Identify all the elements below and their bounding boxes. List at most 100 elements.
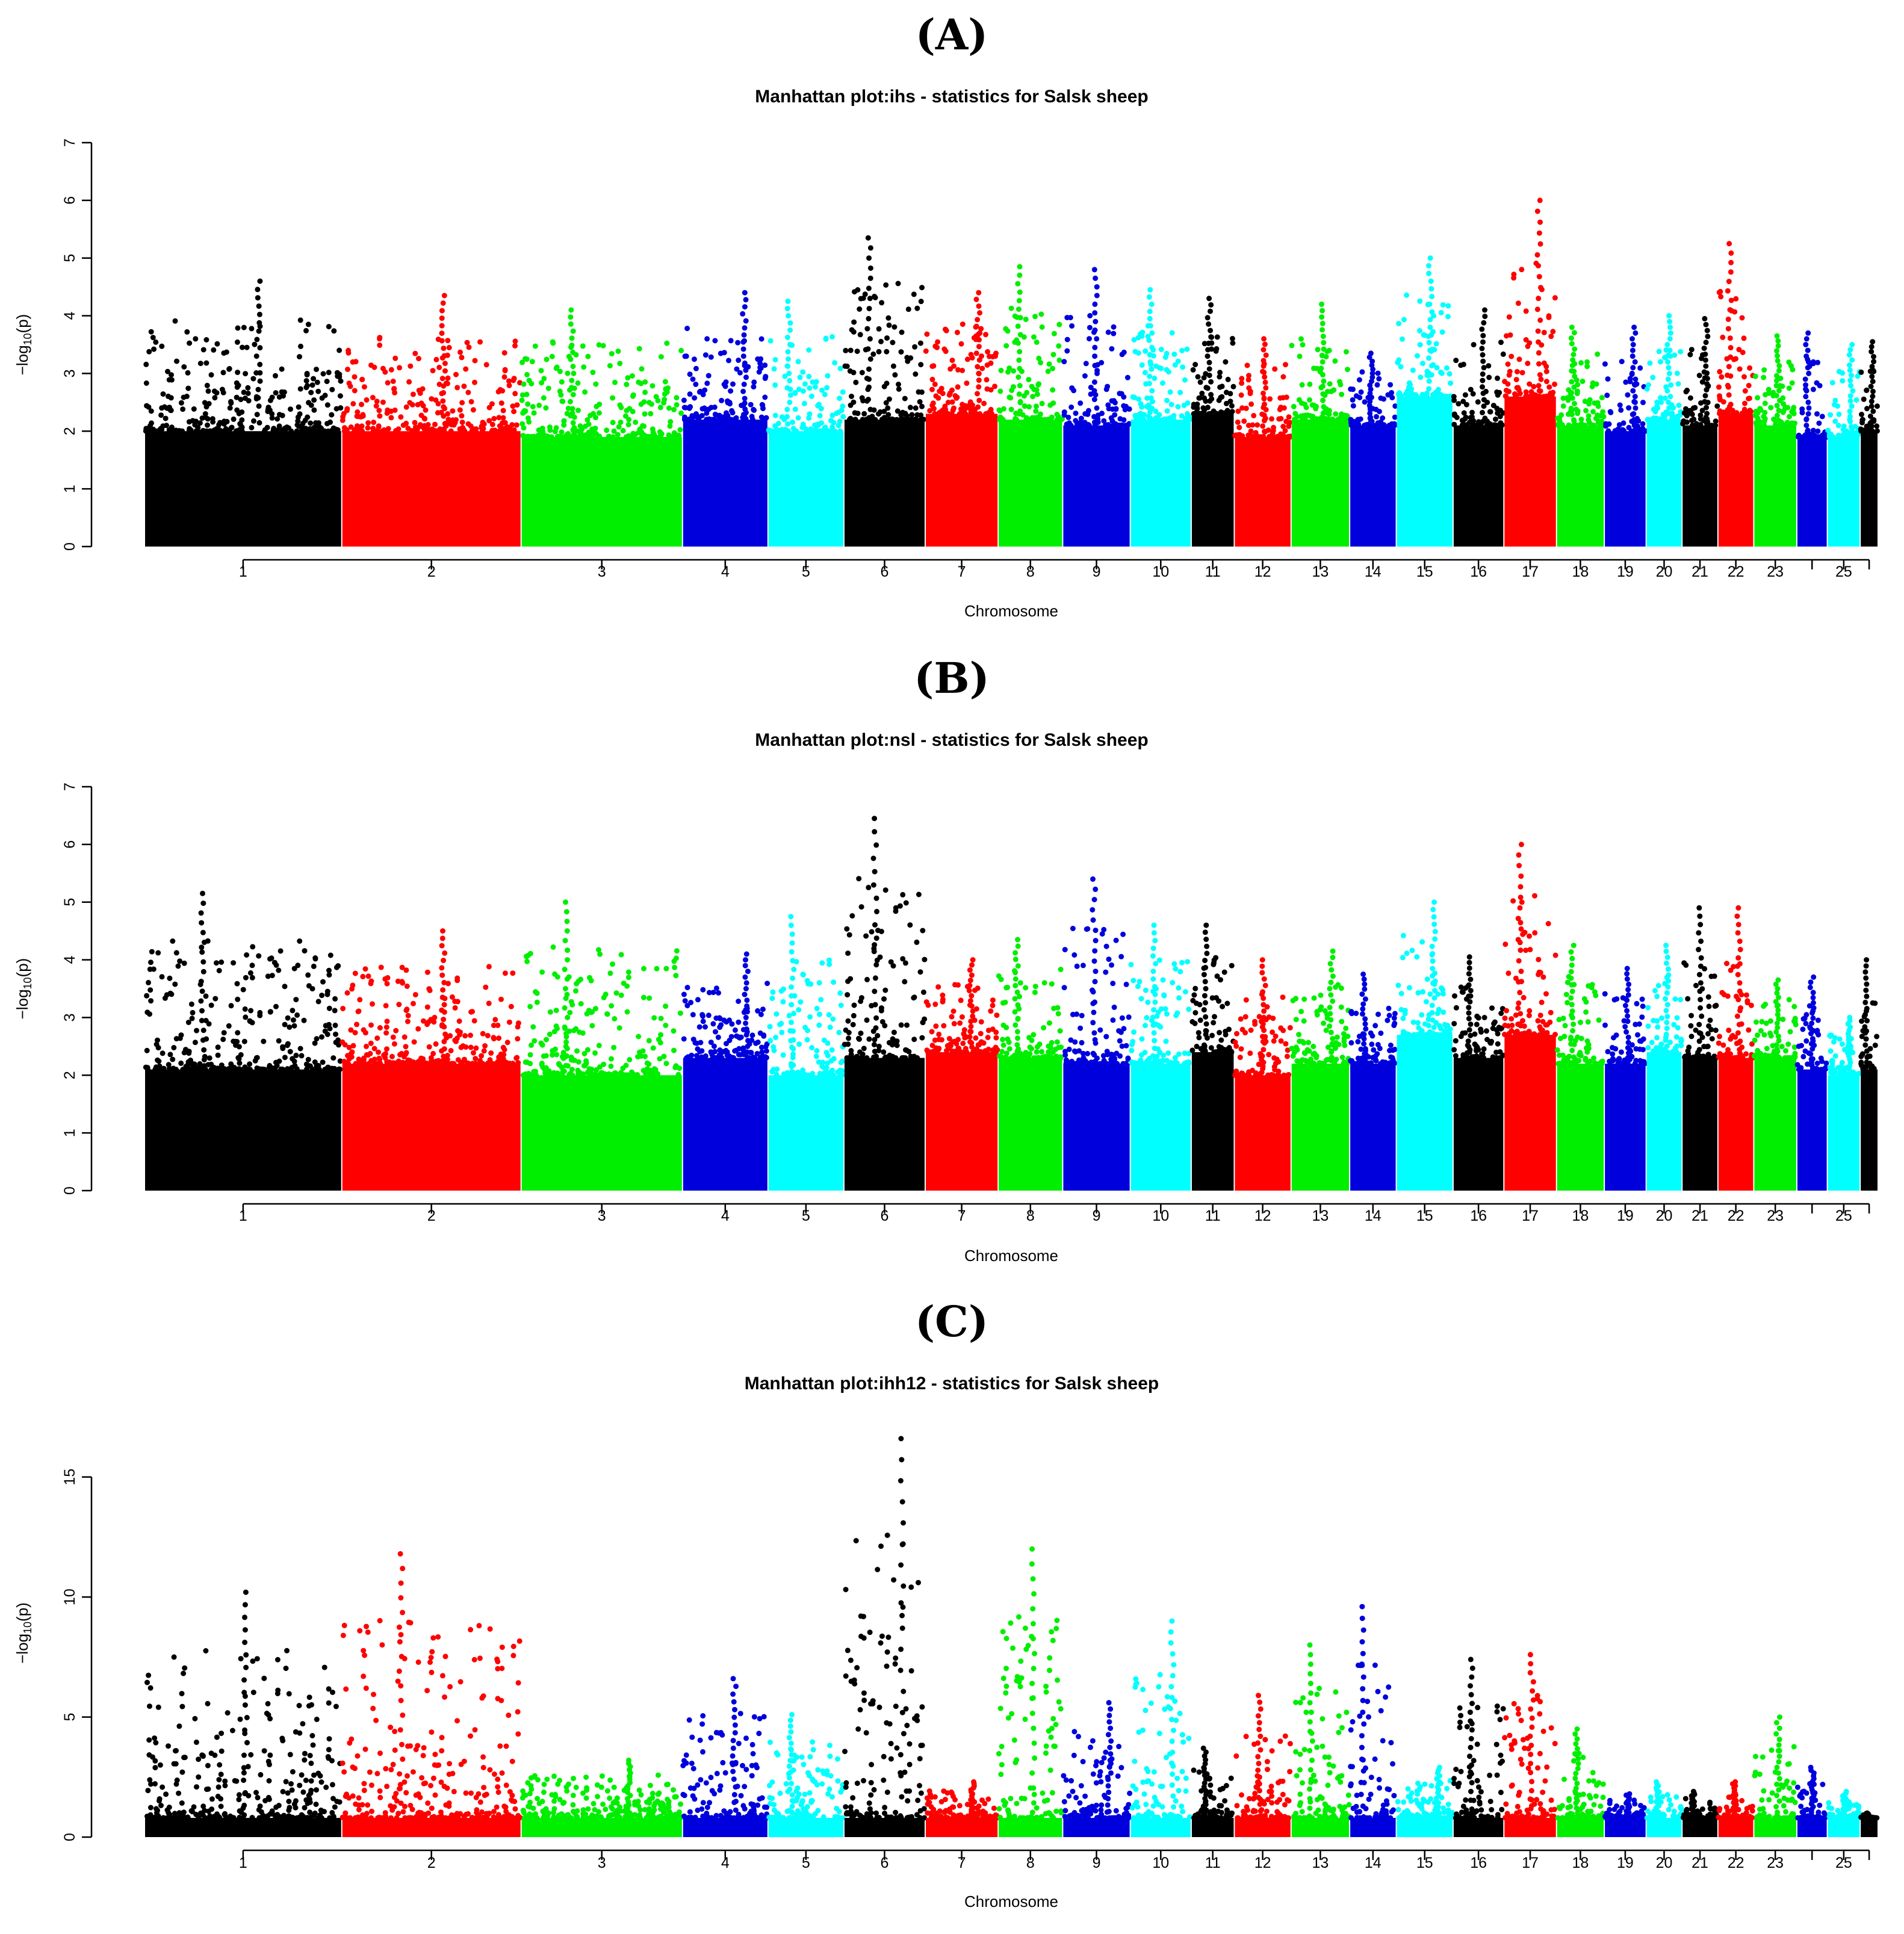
point xyxy=(1805,399,1811,405)
point xyxy=(1303,412,1309,418)
point xyxy=(1778,376,1784,382)
point xyxy=(610,961,615,967)
point xyxy=(902,979,908,985)
point xyxy=(242,1006,248,1012)
x-tick-label: 12 xyxy=(1254,563,1271,580)
point xyxy=(890,363,896,369)
point xyxy=(1017,289,1023,295)
point xyxy=(297,354,302,360)
point xyxy=(243,975,249,981)
point xyxy=(656,1037,662,1043)
point xyxy=(1168,1061,1174,1067)
point xyxy=(1202,979,1208,985)
point xyxy=(1208,334,1214,340)
point xyxy=(1006,1046,1012,1052)
x-tick-label: 21 xyxy=(1692,563,1708,580)
point xyxy=(1012,996,1018,1002)
x-axis-title: Chromosome xyxy=(964,602,1058,620)
data-points xyxy=(143,197,1880,547)
point xyxy=(1867,414,1873,419)
point xyxy=(565,406,571,411)
point xyxy=(999,1049,1005,1055)
point xyxy=(715,1034,721,1040)
point xyxy=(885,315,892,321)
point xyxy=(1017,332,1023,338)
point xyxy=(1445,314,1451,320)
point xyxy=(1560,403,1566,409)
point xyxy=(1805,365,1811,371)
point xyxy=(412,992,418,997)
point xyxy=(166,393,171,399)
point xyxy=(1017,383,1023,389)
point xyxy=(1147,409,1153,415)
point xyxy=(1064,315,1070,321)
point xyxy=(1069,323,1075,329)
point xyxy=(271,959,278,965)
point xyxy=(226,1023,232,1029)
point xyxy=(1078,400,1084,406)
point xyxy=(1017,264,1023,270)
point xyxy=(754,1050,760,1056)
point xyxy=(418,412,424,418)
point xyxy=(362,966,368,972)
point xyxy=(1434,365,1440,371)
chromosome-1-points xyxy=(143,890,343,1191)
point xyxy=(460,424,466,430)
point xyxy=(1261,347,1267,353)
point xyxy=(1005,984,1011,990)
point xyxy=(257,362,263,367)
point xyxy=(1034,403,1039,409)
point xyxy=(664,340,670,346)
point xyxy=(445,375,451,381)
point xyxy=(976,397,982,403)
point xyxy=(403,420,409,426)
point xyxy=(320,371,326,377)
point xyxy=(800,388,806,394)
point xyxy=(1868,383,1874,389)
point xyxy=(604,427,610,433)
point xyxy=(666,432,672,438)
point xyxy=(795,415,801,421)
point xyxy=(1569,395,1575,401)
x-tick-label: 7 xyxy=(958,563,966,580)
chromosome-1-points xyxy=(143,278,344,547)
point xyxy=(724,1019,730,1025)
point xyxy=(1548,390,1554,396)
point xyxy=(164,423,169,429)
y-tick-label: 3 xyxy=(61,1013,78,1021)
point xyxy=(1211,1020,1217,1026)
point xyxy=(1218,1037,1224,1043)
point xyxy=(789,949,795,955)
point xyxy=(148,998,154,1004)
point xyxy=(441,1009,447,1015)
point-band xyxy=(1797,436,1827,547)
point xyxy=(1092,301,1098,307)
point xyxy=(428,1055,434,1061)
point xyxy=(1869,374,1875,379)
point xyxy=(216,968,222,973)
point xyxy=(143,428,149,434)
point xyxy=(1244,362,1250,368)
point xyxy=(867,406,873,412)
point-band xyxy=(683,420,767,547)
point xyxy=(787,377,793,383)
point xyxy=(1861,396,1867,402)
point xyxy=(1743,411,1749,417)
point xyxy=(1132,349,1138,355)
point xyxy=(885,405,891,411)
point xyxy=(420,386,426,392)
point xyxy=(943,349,949,355)
point xyxy=(1498,420,1504,426)
point xyxy=(743,980,749,986)
point xyxy=(596,410,602,416)
point xyxy=(758,336,764,342)
point xyxy=(1808,432,1814,438)
point xyxy=(638,380,644,386)
point xyxy=(1786,359,1792,365)
point xyxy=(404,984,410,989)
point xyxy=(1525,343,1531,349)
point xyxy=(742,290,748,296)
point xyxy=(1212,1014,1217,1020)
point xyxy=(546,1072,552,1077)
point xyxy=(806,415,812,421)
